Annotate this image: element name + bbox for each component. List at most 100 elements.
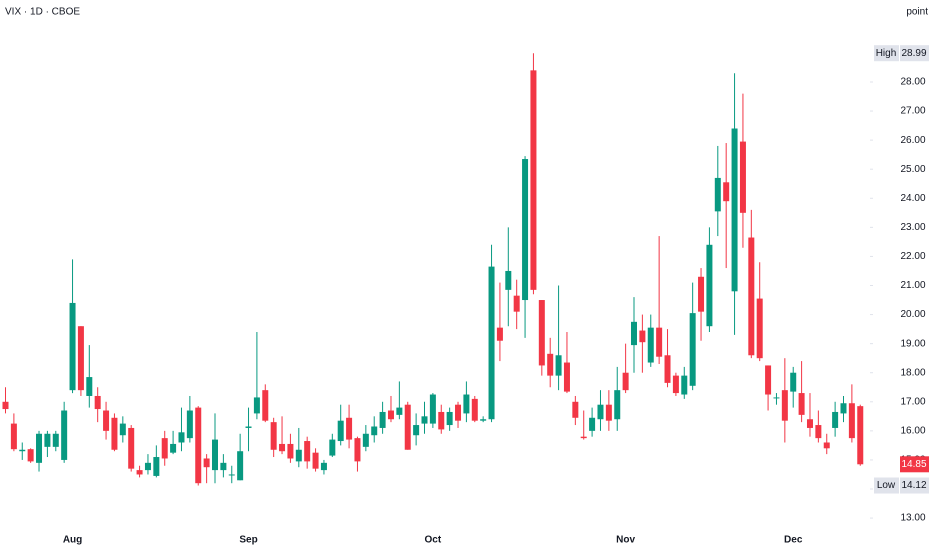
low-label: Low xyxy=(877,480,896,491)
candle-body xyxy=(538,300,545,366)
candle-body xyxy=(848,403,855,439)
candle-body xyxy=(103,410,110,431)
candle-body xyxy=(480,419,487,421)
high-label-bg xyxy=(874,45,899,62)
candle-body xyxy=(656,327,663,357)
y-tick-label: 18.00 xyxy=(900,367,925,378)
candle-body xyxy=(212,439,218,471)
candle-body xyxy=(287,443,294,459)
candle-body xyxy=(119,423,126,436)
candle-body xyxy=(806,419,813,428)
candle-body xyxy=(312,452,319,469)
candle-body xyxy=(614,390,621,420)
candle-body xyxy=(563,362,570,392)
candle-body xyxy=(262,390,269,421)
candle-body xyxy=(136,470,143,475)
candle-body xyxy=(815,425,822,439)
candle-body xyxy=(463,394,470,414)
y-tick-label: 28.00 xyxy=(900,77,925,88)
candle-body xyxy=(379,411,386,428)
y-tick-label: 17.00 xyxy=(900,396,925,407)
y-tick-label: 16.00 xyxy=(900,426,925,437)
candle-body xyxy=(790,372,797,392)
last-price-bg xyxy=(900,456,929,473)
candle-body xyxy=(237,451,244,481)
candle-body xyxy=(505,270,512,290)
candle-body xyxy=(739,141,746,213)
candle-body xyxy=(77,326,84,391)
y-tick-label: 24.00 xyxy=(900,193,925,204)
candle-body xyxy=(161,438,168,459)
candle-body xyxy=(698,276,705,312)
candle-body xyxy=(2,401,9,410)
candle-body xyxy=(346,417,353,440)
chart-title: VIX · 1D · CBOE xyxy=(5,7,80,18)
candle-body xyxy=(153,457,160,476)
candle-body xyxy=(144,462,151,471)
candle-body xyxy=(304,441,311,462)
candle-body xyxy=(530,70,537,290)
candle-body xyxy=(631,321,637,346)
candle-body xyxy=(555,355,562,376)
high-label: High xyxy=(876,48,897,59)
x-tick-label: Dec xyxy=(784,535,803,546)
candle-body xyxy=(706,244,713,327)
candle-body xyxy=(354,438,361,462)
y-tick-label: 20.00 xyxy=(900,309,925,320)
candle-body xyxy=(111,417,118,450)
candle-body xyxy=(178,432,185,443)
candle-body xyxy=(128,427,135,469)
last-price: 14.85 xyxy=(901,459,926,470)
candle-body xyxy=(589,417,596,431)
candle-body xyxy=(69,302,76,391)
y-tick-label: 25.00 xyxy=(900,164,925,175)
candle-body xyxy=(279,443,286,452)
candle-body xyxy=(572,401,579,418)
candle-body xyxy=(647,327,654,363)
candle-body xyxy=(672,375,679,394)
candle-body xyxy=(773,397,780,399)
candle-body xyxy=(547,353,554,376)
candle-body xyxy=(488,266,495,420)
candle-body xyxy=(203,458,210,468)
y-tick-label: 19.00 xyxy=(900,338,925,349)
y-tick-label: 26.00 xyxy=(900,135,925,146)
candle-body xyxy=(496,327,503,341)
candle-body xyxy=(10,423,17,450)
candle-body xyxy=(220,462,227,471)
candle-body xyxy=(228,474,235,476)
candle-body xyxy=(664,355,671,383)
candle-body xyxy=(270,422,277,450)
candle-body xyxy=(36,433,43,463)
candle-body xyxy=(186,410,193,439)
candle-body xyxy=(19,449,26,452)
candle-body xyxy=(170,443,177,453)
candle-body xyxy=(798,393,805,415)
candle-body xyxy=(371,426,378,436)
axis-unit: point xyxy=(906,7,928,18)
x-tick-label: Aug xyxy=(63,535,82,546)
low-label-bg xyxy=(874,477,899,494)
candle-body xyxy=(731,128,738,292)
candle-body xyxy=(27,449,34,462)
candle-body xyxy=(823,442,830,449)
candle-body xyxy=(639,330,646,343)
candle-body xyxy=(748,237,755,356)
candle-body xyxy=(438,411,445,430)
candle-body xyxy=(253,397,260,414)
candle-body xyxy=(429,394,436,424)
candle-body xyxy=(245,426,252,428)
high-value-bg xyxy=(900,45,929,62)
candle-body xyxy=(195,407,202,484)
y-tick-label: 27.00 xyxy=(900,106,925,117)
candle-body xyxy=(513,295,520,312)
candle-body xyxy=(404,404,411,450)
candle-body xyxy=(455,404,462,421)
candle-body xyxy=(320,462,327,471)
candle-body xyxy=(765,365,772,395)
candle-body xyxy=(44,433,51,447)
candle-body xyxy=(337,420,344,442)
candle-body xyxy=(605,404,612,421)
